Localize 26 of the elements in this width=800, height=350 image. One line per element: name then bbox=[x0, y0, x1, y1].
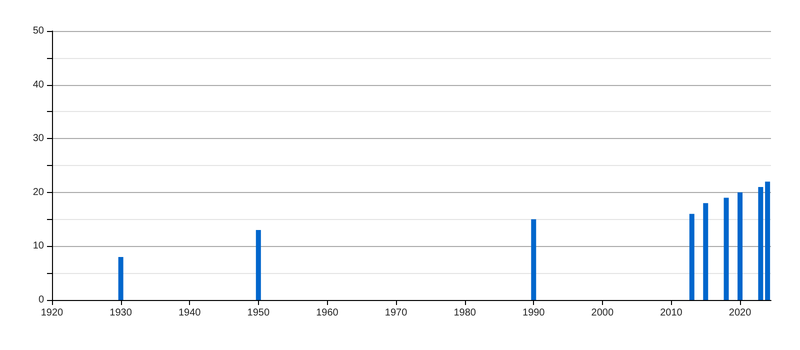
y-tick-label: 40 bbox=[32, 79, 44, 90]
bar bbox=[765, 182, 770, 300]
y-tick-label: 50 bbox=[32, 26, 44, 36]
bar bbox=[531, 219, 536, 300]
x-tick-label: 2000 bbox=[591, 308, 614, 318]
x-tick-label: 1930 bbox=[110, 308, 132, 318]
x-tick-label: 1980 bbox=[454, 308, 476, 318]
x-tick-label: 2020 bbox=[728, 308, 752, 318]
x-tick-label: 1990 bbox=[522, 308, 546, 318]
bar bbox=[703, 203, 708, 300]
x-tick-label: 1960 bbox=[316, 308, 339, 318]
x-tick-label: 2010 bbox=[660, 308, 683, 318]
bar bbox=[256, 230, 261, 300]
y-tick-label: 0 bbox=[38, 294, 44, 306]
x-tick-label: 1970 bbox=[384, 308, 408, 318]
y-tick-label: 30 bbox=[32, 133, 44, 144]
y-tick-label: 10 bbox=[32, 240, 44, 252]
bar bbox=[724, 198, 729, 300]
y-tick-label: 20 bbox=[32, 186, 44, 198]
bar bbox=[689, 214, 694, 300]
bar bbox=[738, 192, 743, 300]
x-tick-label: 1950 bbox=[247, 308, 270, 318]
bar bbox=[758, 187, 764, 300]
x-tick-label: 1940 bbox=[178, 308, 202, 318]
x-tick-label: 1920 bbox=[40, 308, 64, 318]
bar bbox=[118, 256, 124, 300]
